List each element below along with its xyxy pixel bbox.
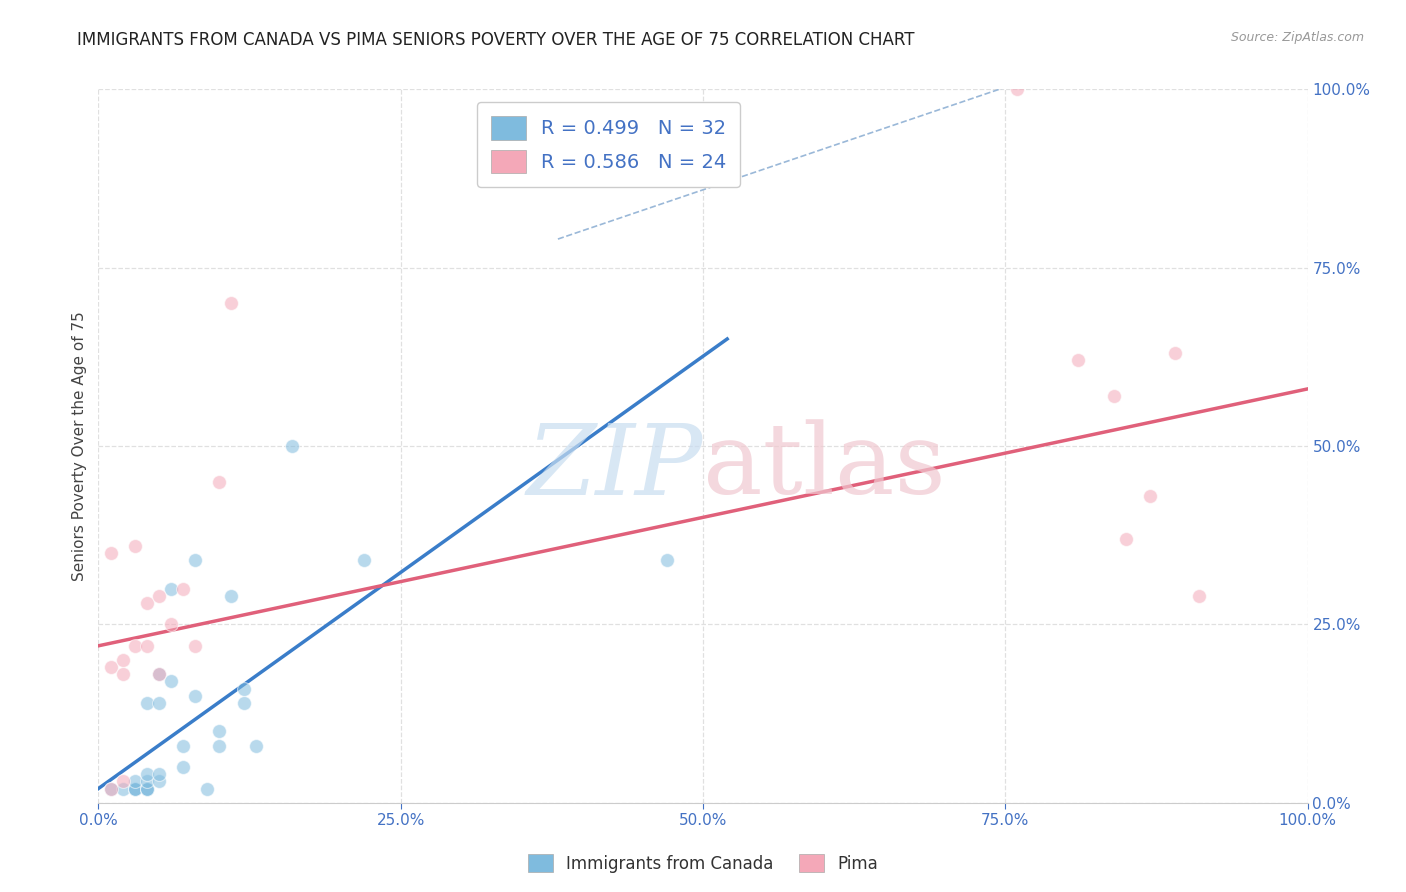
- Point: [184, 553, 207, 567]
- Point: [100, 781, 122, 796]
- Point: [160, 674, 183, 689]
- Point: [160, 582, 183, 596]
- Point: [1139, 489, 1161, 503]
- Point: [135, 767, 157, 781]
- Point: [124, 781, 146, 796]
- Point: [124, 774, 146, 789]
- Point: [208, 724, 231, 739]
- Point: [353, 553, 375, 567]
- Point: [281, 439, 304, 453]
- Text: IMMIGRANTS FROM CANADA VS PIMA SENIORS POVERTY OVER THE AGE OF 75 CORRELATION CH: IMMIGRANTS FROM CANADA VS PIMA SENIORS P…: [77, 31, 915, 49]
- Point: [148, 774, 170, 789]
- Point: [655, 553, 678, 567]
- Point: [111, 653, 134, 667]
- Text: atlas: atlas: [703, 419, 946, 516]
- Point: [195, 781, 218, 796]
- Point: [124, 639, 146, 653]
- Point: [1007, 82, 1029, 96]
- Legend: Immigrants from Canada, Pima: Immigrants from Canada, Pima: [522, 847, 884, 880]
- Point: [1115, 532, 1137, 546]
- Y-axis label: Seniors Poverty Over the Age of 75: Seniors Poverty Over the Age of 75: [72, 311, 87, 581]
- Point: [135, 596, 157, 610]
- Point: [148, 667, 170, 681]
- Point: [148, 589, 170, 603]
- Point: [135, 781, 157, 796]
- Point: [208, 475, 231, 489]
- Point: [221, 589, 243, 603]
- Point: [124, 539, 146, 553]
- Point: [208, 739, 231, 753]
- Point: [1163, 346, 1185, 360]
- Point: [135, 781, 157, 796]
- Point: [232, 681, 254, 696]
- Point: [135, 781, 157, 796]
- Point: [148, 667, 170, 681]
- Text: ZIP: ZIP: [527, 420, 703, 515]
- Point: [232, 696, 254, 710]
- Legend: R = 0.499   N = 32, R = 0.586   N = 24: R = 0.499 N = 32, R = 0.586 N = 24: [477, 103, 740, 187]
- Point: [1188, 589, 1211, 603]
- Point: [100, 660, 122, 674]
- Point: [111, 781, 134, 796]
- Point: [172, 739, 194, 753]
- Point: [221, 296, 243, 310]
- Point: [172, 582, 194, 596]
- Point: [172, 760, 194, 774]
- Point: [148, 696, 170, 710]
- Point: [100, 546, 122, 560]
- Point: [1067, 353, 1090, 368]
- Point: [135, 696, 157, 710]
- Point: [100, 781, 122, 796]
- Point: [111, 667, 134, 681]
- Point: [1102, 389, 1125, 403]
- Point: [124, 781, 146, 796]
- Point: [135, 639, 157, 653]
- Point: [160, 617, 183, 632]
- Point: [124, 781, 146, 796]
- Point: [135, 774, 157, 789]
- Text: Source: ZipAtlas.com: Source: ZipAtlas.com: [1230, 31, 1364, 45]
- Point: [184, 639, 207, 653]
- Point: [245, 739, 267, 753]
- Point: [111, 774, 134, 789]
- Point: [148, 767, 170, 781]
- Point: [184, 689, 207, 703]
